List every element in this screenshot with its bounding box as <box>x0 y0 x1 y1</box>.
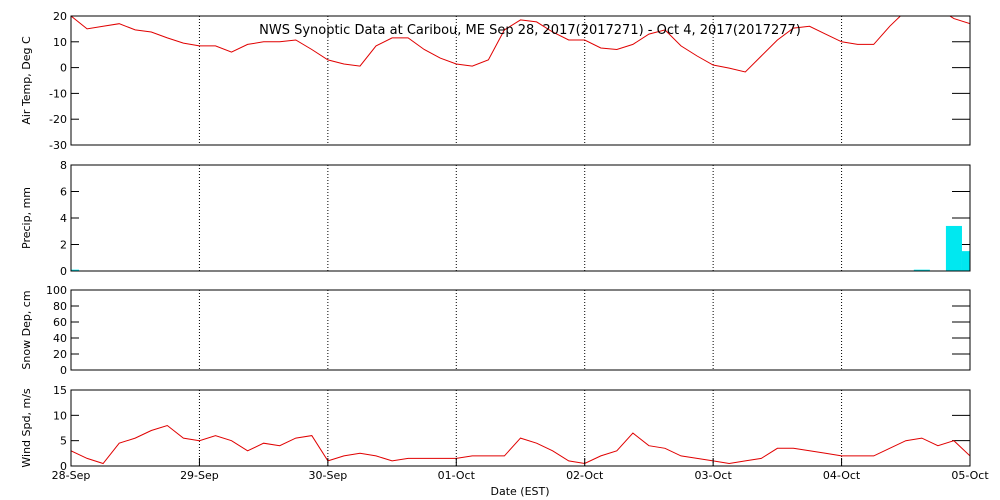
y-tick-label: 15 <box>53 384 67 397</box>
x-tick-label: 30-Sep <box>309 469 348 482</box>
y-axis-label: Precip, mm <box>20 187 33 249</box>
y-tick-label: 4 <box>60 212 67 225</box>
y-tick-label: -30 <box>49 139 67 152</box>
x-tick-label: 28-Sep <box>52 469 91 482</box>
plot-area <box>71 424 970 465</box>
x-tick-label: 29-Sep <box>180 469 219 482</box>
chart-title: NWS Synoptic Data at Caribou, ME Sep 28,… <box>259 23 801 38</box>
data-line <box>71 424 970 465</box>
x-tick-label: 01-Oct <box>438 469 476 482</box>
y-tick-label: 20 <box>53 10 67 23</box>
y-tick-label: 60 <box>53 316 67 329</box>
y-tick-label: 5 <box>60 435 67 448</box>
plot-frame <box>70 164 971 272</box>
y-axis-label: Snow Dep, cm <box>20 290 33 369</box>
x-tick-label: 02-Oct <box>566 469 604 482</box>
plot-frame <box>70 389 971 467</box>
plot-area <box>71 225 970 271</box>
y-axis-label: Air Temp, Deg C <box>20 36 33 125</box>
y-tick-label: 6 <box>60 186 67 199</box>
bar <box>961 251 970 271</box>
plot-frame <box>70 15 971 146</box>
y-axis-label: Wind Spd, m/s <box>20 388 33 468</box>
bar <box>71 269 80 271</box>
y-tick-label: -20 <box>49 113 67 126</box>
data-line <box>71 16 970 73</box>
x-tick-label: 05-Oct <box>951 469 989 482</box>
plot-area <box>71 16 970 73</box>
y-tick-label: 0 <box>60 364 67 377</box>
y-tick-label: 8 <box>60 159 67 172</box>
y-tick-label: 10 <box>53 36 67 49</box>
bar <box>945 225 962 271</box>
y-tick-label: 40 <box>53 332 67 345</box>
plot-frame <box>70 289 971 371</box>
y-tick-label: 0 <box>60 62 67 75</box>
y-tick-label: 20 <box>53 348 67 361</box>
y-tick-label: 0 <box>60 460 67 473</box>
x-axis-label: Date (EST) <box>490 485 549 498</box>
y-tick-label: 10 <box>53 409 67 422</box>
bar <box>913 269 930 271</box>
y-tick-label: 80 <box>53 300 67 313</box>
y-tick-label: 2 <box>60 239 67 252</box>
y-tick-label: 100 <box>46 284 67 297</box>
y-tick-label: 0 <box>60 265 67 278</box>
x-tick-label: 04-Oct <box>823 469 861 482</box>
x-tick-label: 03-Oct <box>694 469 732 482</box>
y-tick-label: -10 <box>49 87 67 100</box>
